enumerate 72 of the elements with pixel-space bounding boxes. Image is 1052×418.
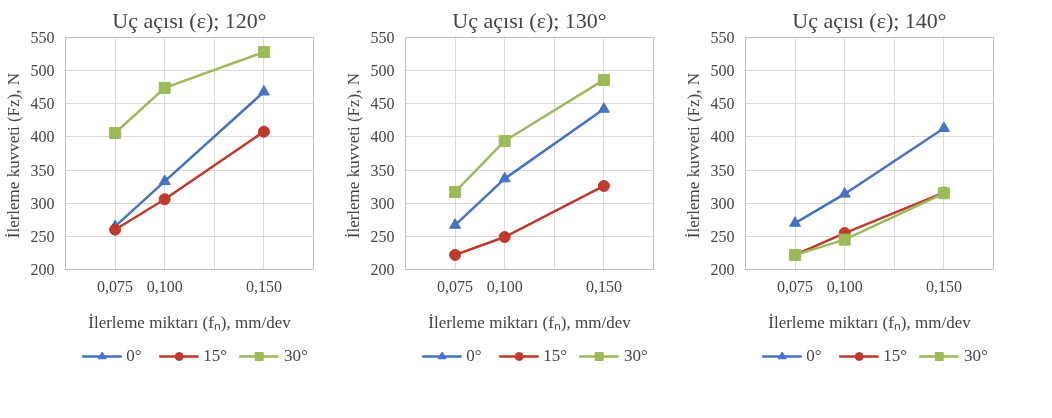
x-tick-label: 0,150 xyxy=(925,277,962,295)
point xyxy=(109,126,122,139)
y-tick-label: 500 xyxy=(370,62,395,80)
y-tick-label: 250 xyxy=(30,227,55,245)
x-tick-label: 0,100 xyxy=(826,277,863,295)
y-tick-label: 500 xyxy=(30,62,55,80)
x-tick-label: 0,150 xyxy=(585,277,622,295)
y-tick-label: 450 xyxy=(710,95,735,113)
point xyxy=(158,193,171,206)
y-tick-label: 300 xyxy=(370,194,395,212)
x-axis-title: İlerleme miktarı (fₙ), mm/dev xyxy=(768,312,972,332)
point xyxy=(109,223,122,236)
x-tick-label: 0,150 xyxy=(245,277,282,295)
point xyxy=(257,125,270,138)
point xyxy=(257,85,270,96)
point xyxy=(449,248,462,261)
legend-label: 15° xyxy=(203,346,227,366)
chart-title: Uç açısı (ε); 130° xyxy=(452,7,607,33)
legend-label: 30° xyxy=(284,346,308,366)
point xyxy=(838,187,851,198)
chart-title: Uç açısı (ε); 140° xyxy=(792,7,947,33)
y-tick-label: 550 xyxy=(30,29,55,46)
x-tick-label: 0,075 xyxy=(437,277,474,295)
legend-label: 30° xyxy=(624,346,648,366)
legend-label: 15° xyxy=(883,346,907,366)
y-tick-label: 350 xyxy=(370,161,395,179)
chart-title: Uç açısı (ε); 120° xyxy=(112,7,267,33)
x-tick-label: 0,075 xyxy=(777,277,814,295)
y-tick-label: 450 xyxy=(30,95,55,113)
point xyxy=(498,171,511,183)
y-tick-label: 550 xyxy=(710,29,735,46)
point xyxy=(449,218,462,229)
y-axis-title: İlerleme kuvveti (Fz), N xyxy=(3,73,23,239)
y-tick-label: 350 xyxy=(710,161,735,179)
point xyxy=(257,46,270,59)
x-tick-label: 0,100 xyxy=(486,277,523,295)
point xyxy=(158,81,171,94)
y-tick-label: 350 xyxy=(30,161,55,179)
point xyxy=(449,185,462,198)
y-axis-title: İlerleme kuvveti (Fz), N xyxy=(683,73,703,239)
y-tick-label: 200 xyxy=(370,261,395,278)
x-tick-label: 0,100 xyxy=(146,277,183,295)
y-tick-label: 250 xyxy=(370,227,395,245)
y-tick-label: 200 xyxy=(710,261,735,278)
x-axis-title: İlerleme miktarı (fₙ), mm/dev xyxy=(88,312,292,332)
legend-label: 15° xyxy=(543,346,567,366)
y-tick-label: 400 xyxy=(370,128,395,146)
legend-label: 0° xyxy=(806,346,823,366)
x-tick-label: 0,075 xyxy=(97,277,134,295)
y-tick-label: 400 xyxy=(30,128,55,146)
y-tick-label: 300 xyxy=(30,194,55,212)
x-axis-title: İlerleme miktarı (fₙ), mm/dev xyxy=(428,312,632,332)
point xyxy=(597,73,610,86)
y-tick-label: 250 xyxy=(710,227,735,245)
y-axis-title: İlerleme kuvveti (Fz), N xyxy=(343,73,363,239)
point xyxy=(937,121,950,132)
point xyxy=(498,134,511,147)
y-tick-label: 400 xyxy=(710,128,735,146)
y-tick-label: 550 xyxy=(370,29,395,46)
point xyxy=(498,231,511,244)
y-tick-label: 500 xyxy=(710,62,735,80)
legend-label: 30° xyxy=(964,346,988,366)
point xyxy=(789,216,802,227)
y-tick-label: 450 xyxy=(370,95,395,113)
point xyxy=(158,174,171,186)
y-tick-label: 300 xyxy=(710,194,735,212)
point xyxy=(838,233,851,246)
legend-label: 0° xyxy=(466,346,483,366)
point xyxy=(597,102,610,113)
legend-label: 0° xyxy=(126,346,143,366)
point xyxy=(597,179,610,192)
y-tick-label: 200 xyxy=(30,261,55,278)
